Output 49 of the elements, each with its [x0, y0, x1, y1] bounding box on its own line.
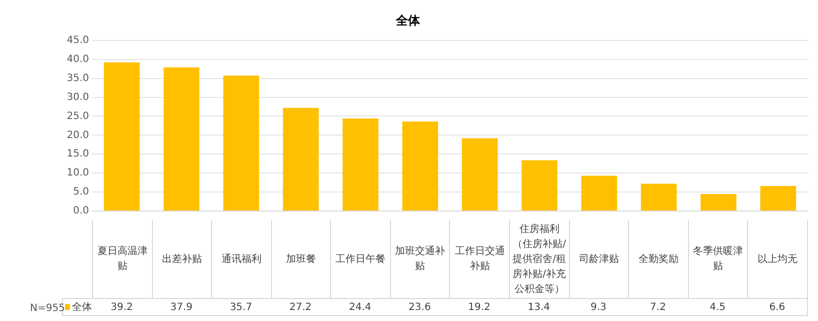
chart-title: 全体 — [395, 13, 421, 28]
bar — [104, 62, 140, 210]
x-tick-label: 工作日交通补贴 — [449, 220, 510, 298]
y-tick-label: 10.0 — [66, 168, 89, 179]
x-tick-label: 通讯福利 — [211, 220, 271, 298]
y-tick-label: 40.0 — [66, 54, 89, 65]
bar — [462, 138, 498, 210]
x-tick-label: 加班餐 — [270, 220, 330, 298]
bar — [223, 76, 260, 210]
data-label: 39.2 — [110, 300, 134, 314]
x-tick-label: 冬季供暖津贴 — [688, 220, 748, 298]
data-label: 4.5 — [708, 300, 727, 314]
data-label: 24.4 — [348, 300, 372, 314]
data-label: 35.7 — [228, 300, 254, 314]
data-label: 27.2 — [288, 300, 313, 314]
bar — [164, 67, 200, 210]
x-tick-label: 出差补贴 — [152, 220, 212, 298]
data-label: 19.2 — [467, 300, 492, 314]
y-tick-label: 0.0 — [73, 206, 89, 217]
bar — [640, 184, 677, 210]
data-label: 13.4 — [526, 300, 551, 314]
x-tick-label: 工作日午餐 — [330, 220, 390, 298]
data-label: 7.2 — [649, 300, 667, 314]
bar — [760, 186, 796, 210]
bar — [402, 122, 438, 210]
bar — [700, 194, 736, 210]
bar — [522, 160, 558, 210]
x-tick-label: 司龄津贴 — [568, 220, 628, 298]
legend-label: 全体 — [72, 301, 92, 314]
x-tick-label: 住房福利（住房补贴/提供宿舍/租房补贴/补充公积金等） — [509, 220, 569, 298]
bar — [342, 118, 378, 210]
y-tick-label: 15.0 — [66, 148, 89, 160]
y-tick-label: 20.0 — [66, 130, 89, 141]
x-tick-label: 加班交通补贴 — [390, 220, 450, 298]
text: N=955 — [30, 303, 65, 314]
data-label: 9.3 — [589, 300, 608, 314]
x-tick-label: 夏日高温津贴 — [92, 220, 152, 298]
data-label: 37.9 — [169, 300, 194, 314]
bar — [581, 176, 618, 210]
data-label: 6.6 — [768, 300, 786, 314]
bar — [282, 108, 319, 210]
y-tick-label: 5.0 — [73, 186, 89, 198]
data-label: 23.6 — [408, 300, 432, 314]
x-tick-label: 全勤奖励 — [628, 220, 688, 298]
y-tick-label: 30.0 — [66, 92, 89, 103]
y-tick-label: 25.0 — [66, 110, 89, 122]
x-tick-label: 以上均无 — [747, 220, 807, 298]
y-tick-label: 45.0 — [66, 34, 89, 46]
y-tick-label: 35.0 — [66, 72, 89, 84]
